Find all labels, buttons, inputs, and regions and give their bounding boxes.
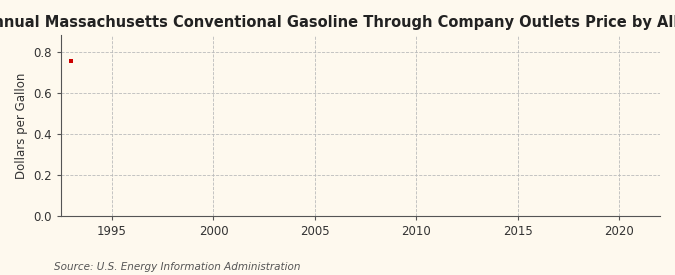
Text: Source: U.S. Energy Information Administration: Source: U.S. Energy Information Administ… [54, 262, 300, 272]
Y-axis label: Dollars per Gallon: Dollars per Gallon [15, 73, 28, 179]
Title: Annual Massachusetts Conventional Gasoline Through Company Outlets Price by All : Annual Massachusetts Conventional Gasoli… [0, 15, 675, 30]
